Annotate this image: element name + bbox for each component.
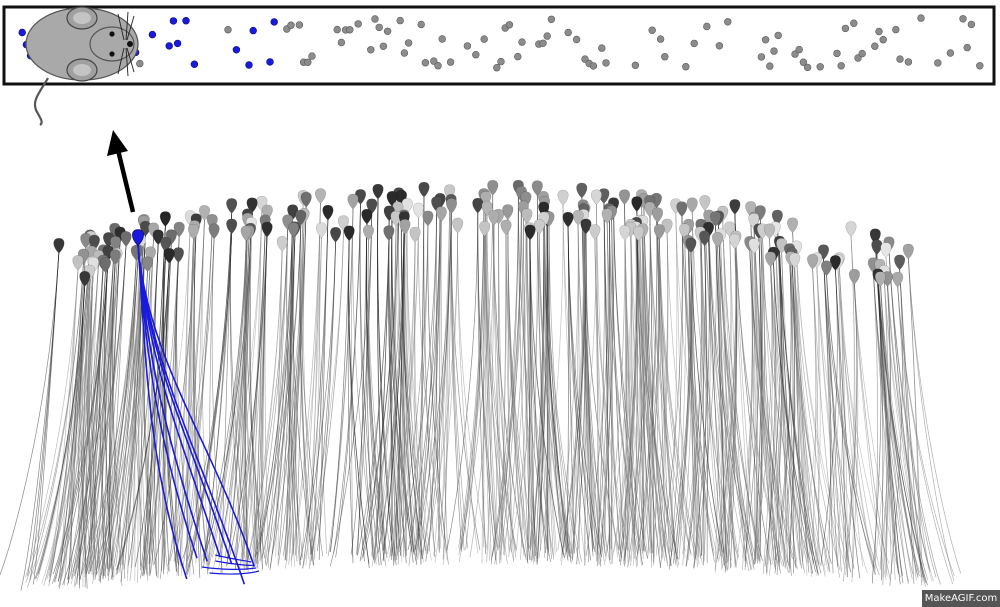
mouse-ear-upper-inner xyxy=(73,12,91,24)
track-dot xyxy=(540,40,547,47)
track-dot xyxy=(250,27,257,34)
track-dot xyxy=(174,40,181,47)
track-dot xyxy=(338,39,345,46)
track-dot xyxy=(775,32,782,39)
track-dot xyxy=(225,26,232,33)
active-neuron-branch xyxy=(209,571,259,574)
track-dot xyxy=(372,16,379,23)
track-dot xyxy=(918,15,925,22)
track-dot xyxy=(271,19,278,26)
track-dot xyxy=(876,28,883,35)
track-dot xyxy=(598,45,605,52)
track-dot xyxy=(968,21,975,28)
mouse-eye-lower xyxy=(109,51,114,56)
track-dot xyxy=(191,61,198,68)
neuron-population xyxy=(0,180,961,591)
track-dot xyxy=(771,48,778,55)
mouse-eye-upper xyxy=(109,31,114,36)
track-dot xyxy=(334,26,341,33)
track-dot xyxy=(934,60,941,67)
track-dot xyxy=(170,18,177,25)
arrow-up-icon xyxy=(107,130,133,212)
track-dot xyxy=(649,27,656,34)
track-dot xyxy=(422,59,429,66)
track-dot xyxy=(573,36,580,43)
track-dot xyxy=(897,56,904,63)
track-dot xyxy=(506,21,513,28)
track-dot xyxy=(267,59,274,66)
track-dot xyxy=(964,44,971,51)
track-dot xyxy=(703,23,710,30)
track-dot xyxy=(435,62,442,69)
track-dot xyxy=(691,40,698,47)
track-dot xyxy=(603,60,610,67)
mouse-ear-lower-inner xyxy=(73,64,91,76)
track-dot xyxy=(246,62,253,69)
track-dot xyxy=(439,36,446,43)
track-dot xyxy=(682,63,689,70)
track-dot xyxy=(842,25,849,32)
track-dot xyxy=(880,36,887,43)
track-dot xyxy=(405,40,412,47)
track-dot xyxy=(397,17,404,24)
track-dot xyxy=(296,22,303,29)
track-dot xyxy=(796,46,803,53)
track-dot xyxy=(976,62,983,69)
track-dot xyxy=(418,21,425,28)
track-dot xyxy=(472,51,479,58)
track-dot xyxy=(947,50,954,57)
track-dot xyxy=(838,62,845,69)
track-dot xyxy=(766,63,773,70)
track-dot xyxy=(871,43,878,50)
track-dot xyxy=(804,64,811,71)
track-dot xyxy=(304,59,311,66)
track-dot xyxy=(367,46,374,53)
track-dot xyxy=(481,36,488,43)
track-dot xyxy=(493,64,500,71)
track-dot xyxy=(376,24,383,31)
track-dot xyxy=(19,29,26,36)
linear-track xyxy=(4,7,994,84)
track-dot xyxy=(384,28,391,35)
track-dot xyxy=(548,16,555,23)
track-dot xyxy=(514,53,521,60)
track-dot xyxy=(762,36,769,43)
track-dot xyxy=(464,43,471,50)
track-dot xyxy=(565,29,572,36)
track-dot xyxy=(544,33,551,40)
track-dot xyxy=(355,21,362,28)
track-dot xyxy=(661,53,668,60)
track-dot xyxy=(136,60,143,67)
track-dot xyxy=(309,53,316,60)
track-dot xyxy=(817,63,824,70)
track-dot xyxy=(519,39,526,46)
mouse-icon xyxy=(26,7,138,125)
track-dot xyxy=(859,50,866,57)
track-dot xyxy=(905,59,912,66)
track-dot xyxy=(149,31,156,38)
track-dot xyxy=(233,46,240,53)
track-dot xyxy=(166,43,173,50)
track-dot xyxy=(590,63,597,70)
mouse-nose xyxy=(127,41,133,47)
track-border xyxy=(4,7,994,84)
track-dot xyxy=(960,15,967,22)
track-dot xyxy=(183,17,190,24)
track-dot xyxy=(447,59,454,66)
track-dot xyxy=(288,22,295,29)
track-dot xyxy=(401,50,408,57)
track-dot xyxy=(892,26,899,33)
track-dot xyxy=(850,20,857,27)
track-dot xyxy=(346,26,353,33)
track-dot xyxy=(632,62,639,69)
track-dot xyxy=(657,36,664,43)
track-dot xyxy=(498,58,505,65)
track-dot xyxy=(380,43,387,50)
track-dot xyxy=(758,54,765,61)
track-dot xyxy=(724,18,731,25)
watermark: MakeAGIF.com xyxy=(922,590,1000,607)
track-dot xyxy=(834,50,841,57)
track-dot xyxy=(716,42,723,49)
